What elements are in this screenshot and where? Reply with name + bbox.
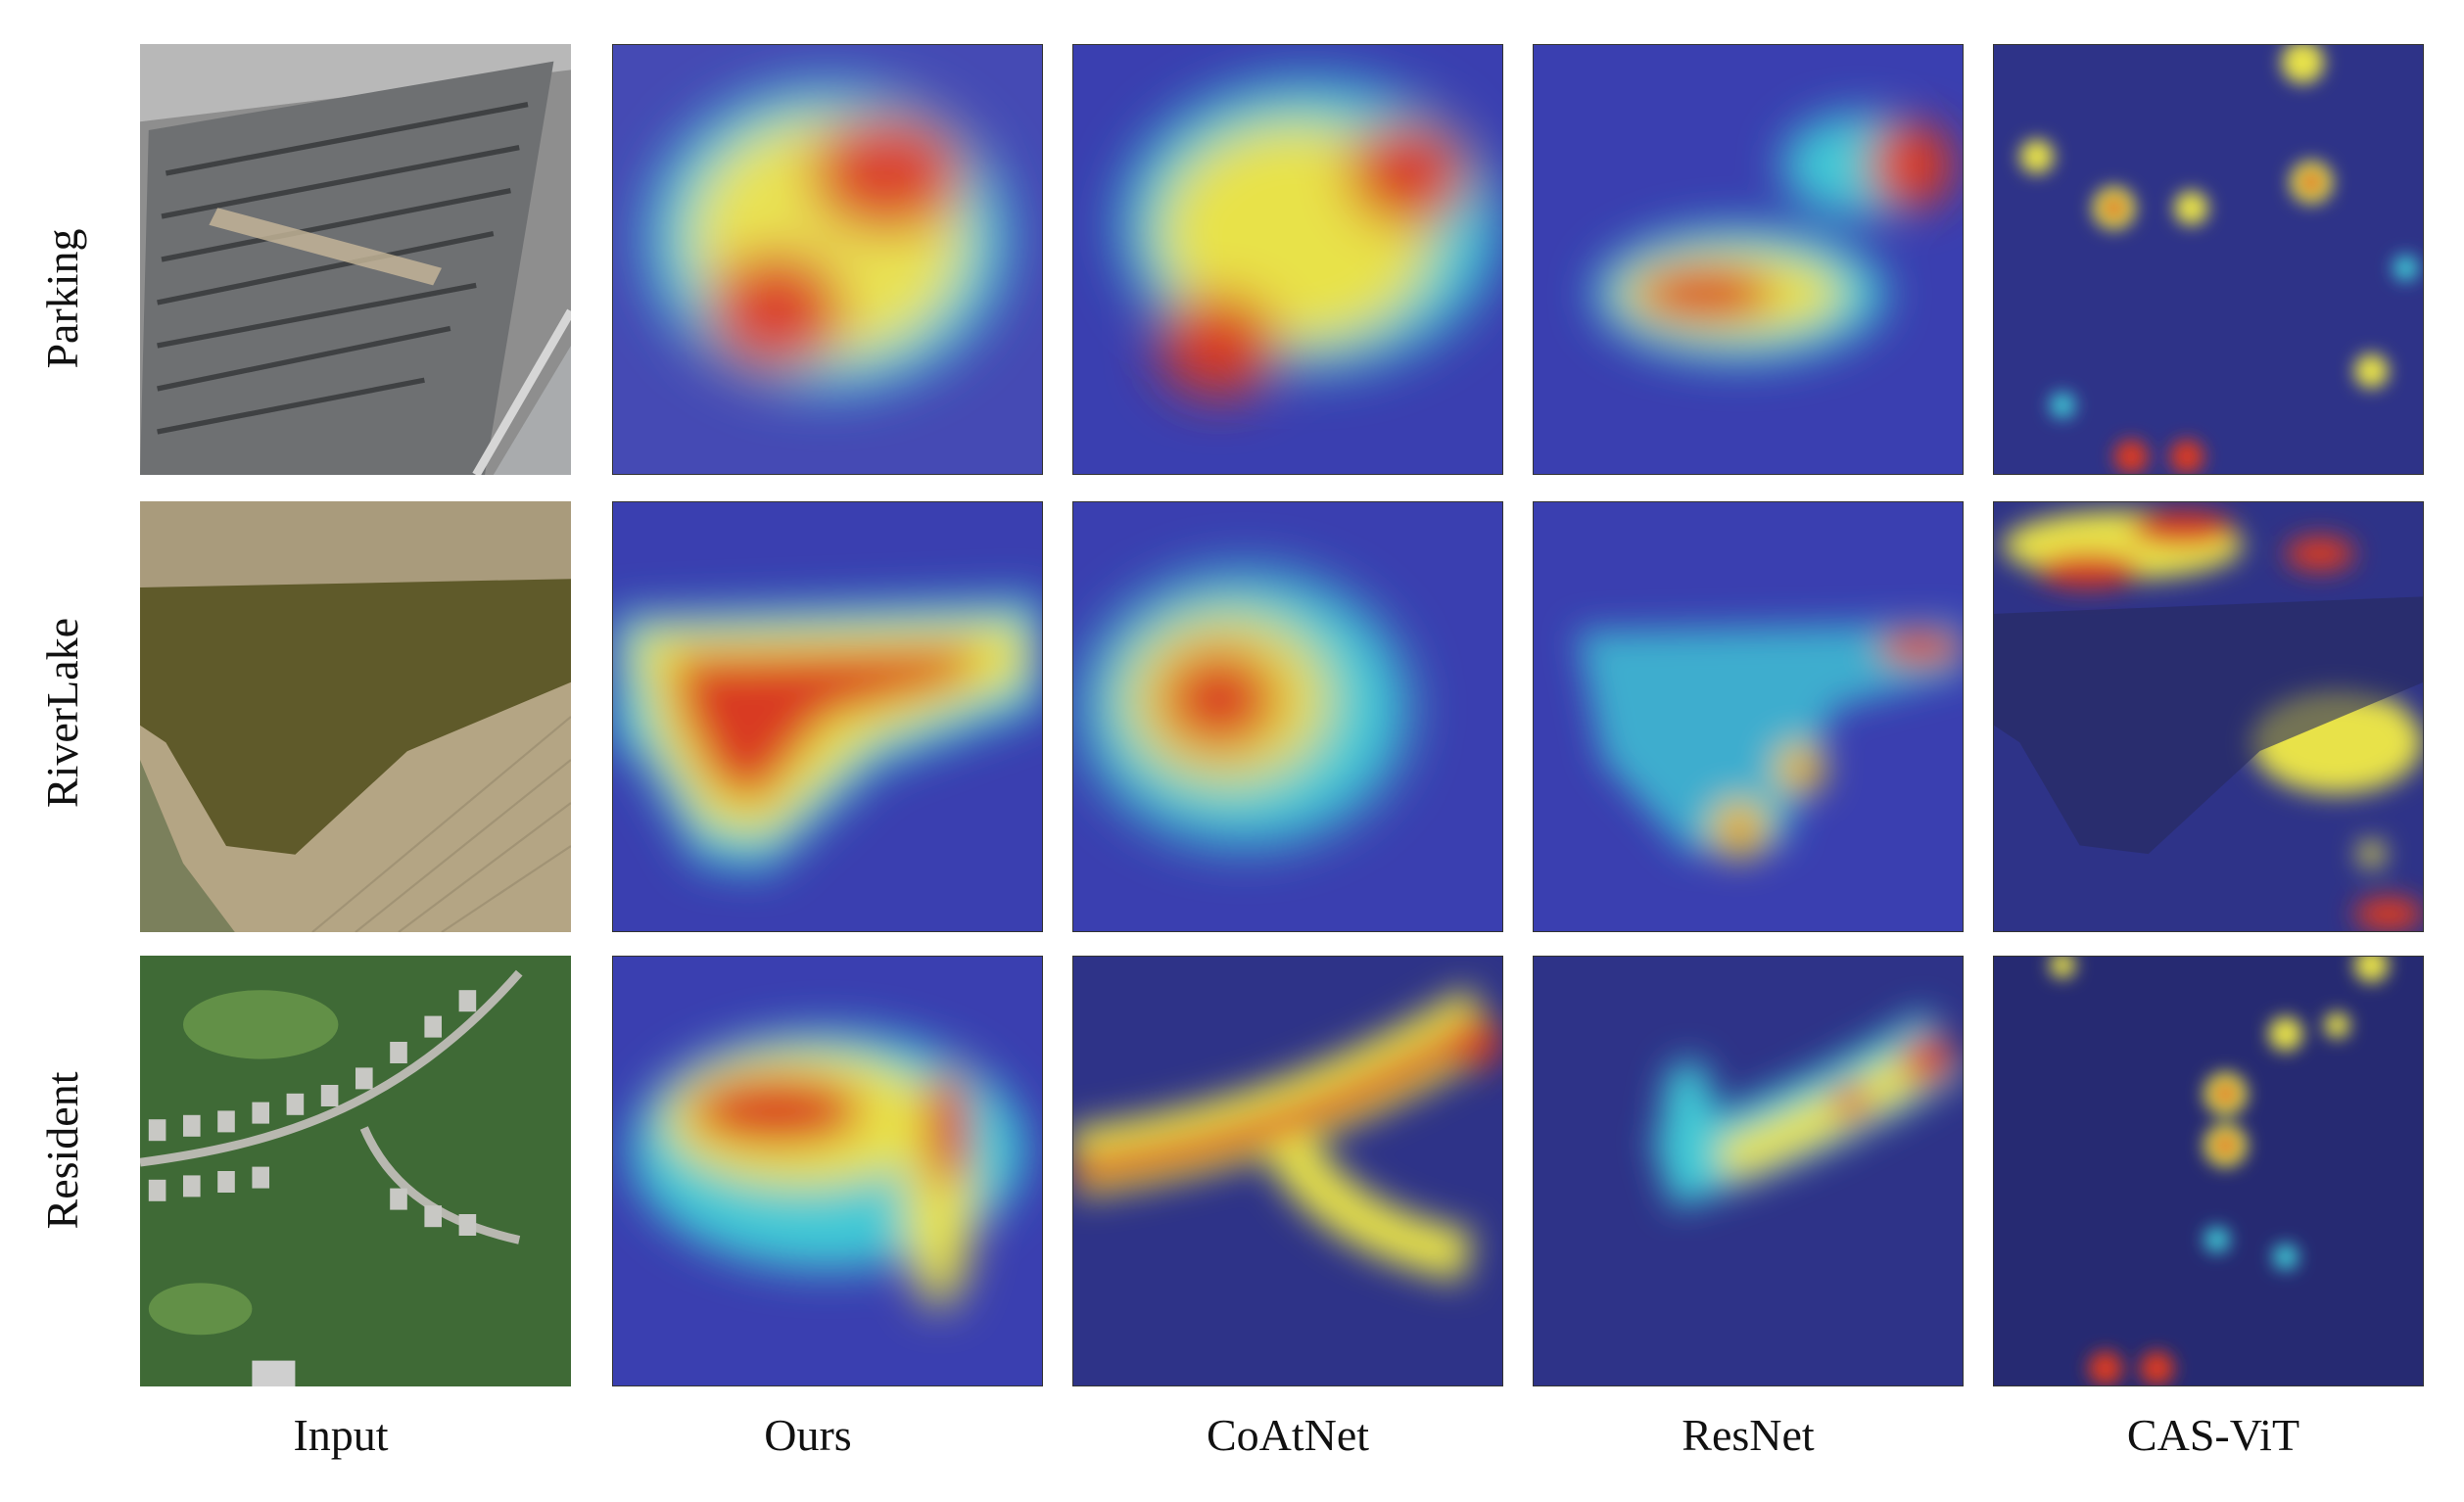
riverlake-resnet-heatmap xyxy=(1533,501,1964,932)
col-label-coatnet: CoAtNet xyxy=(1206,1410,1370,1460)
riverlake-casvit-heatmap xyxy=(1993,501,2424,932)
riverlake-ours-heatmap xyxy=(612,501,1043,932)
resident-resnet-heatmap xyxy=(1533,956,1964,1386)
parking-input-image xyxy=(140,44,571,475)
col-label-input: Input xyxy=(293,1410,389,1460)
resident-casvit-heatmap xyxy=(1993,956,2424,1386)
parking-casvit-heatmap xyxy=(1993,44,2424,475)
riverlake-input-image xyxy=(140,501,571,932)
resident-ours-heatmap xyxy=(612,956,1043,1386)
parking-coatnet-heatmap xyxy=(1072,44,1503,475)
resident-input-image xyxy=(140,956,571,1386)
col-label-resnet: ResNet xyxy=(1682,1410,1815,1460)
riverlake-coatnet-heatmap xyxy=(1072,501,1503,932)
col-label-ours: Ours xyxy=(764,1410,852,1460)
col-label-casvit: CAS-ViT xyxy=(2126,1410,2300,1460)
parking-resnet-heatmap xyxy=(1533,44,1964,475)
parking-ours-heatmap xyxy=(612,44,1043,475)
resident-coatnet-heatmap xyxy=(1072,956,1503,1386)
